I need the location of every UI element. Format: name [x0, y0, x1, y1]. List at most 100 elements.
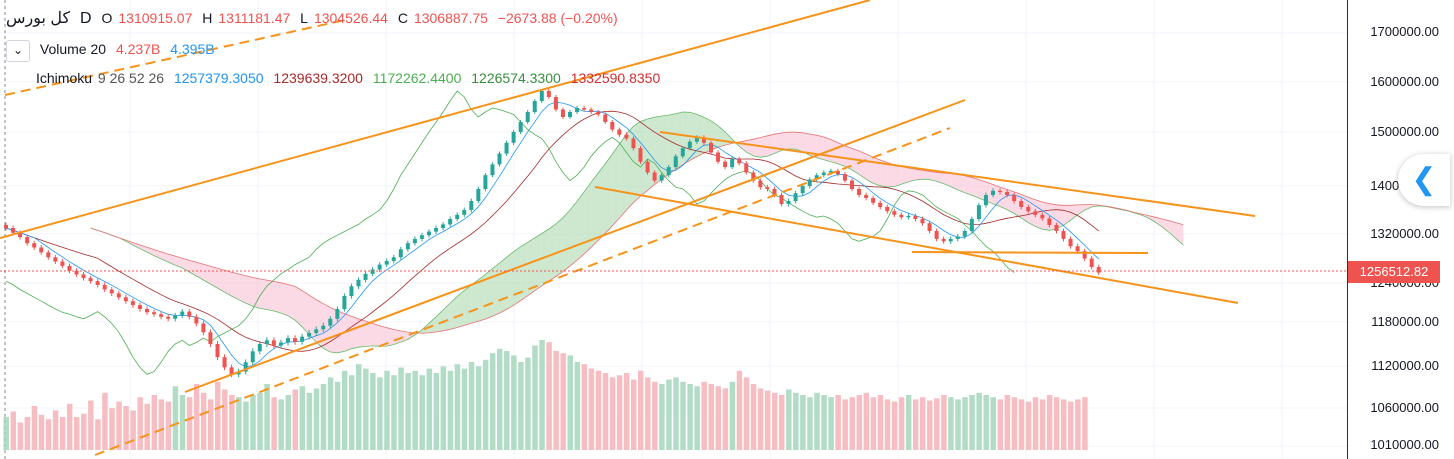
candle-body	[152, 312, 157, 315]
cloud-segment	[837, 142, 845, 167]
candle-body	[603, 114, 608, 122]
chikou-line	[5, 90, 1015, 375]
cloud-segment	[1077, 204, 1085, 215]
volume-bar	[680, 381, 686, 450]
cloud-segment	[443, 303, 451, 331]
cloud-segment	[252, 277, 260, 309]
cloud-segment	[302, 290, 310, 335]
candle-body	[687, 141, 692, 149]
candle-body	[476, 189, 481, 201]
volume-bar	[912, 399, 919, 450]
volume-bar	[708, 384, 714, 450]
trendline	[4, 19, 346, 96]
cloud-segment	[534, 233, 542, 291]
volume-label[interactable]: Volume 20	[39, 41, 107, 57]
volume-bar	[567, 355, 573, 450]
volume-bar	[222, 389, 228, 450]
volume-bar	[786, 389, 792, 450]
cloud-segment	[457, 290, 465, 328]
candle-body	[405, 243, 410, 250]
volume-bar	[581, 364, 588, 450]
volume-bar	[348, 375, 355, 450]
chevron-left-icon[interactable]: ❮	[1398, 154, 1450, 206]
cloud-segment	[429, 316, 437, 333]
price-chart[interactable]	[0, 0, 1347, 459]
candle-body	[589, 109, 594, 112]
volume-bar	[962, 397, 968, 450]
volume-bar	[405, 373, 411, 450]
chikou-value: 1172262.4400	[372, 70, 462, 86]
candle-body	[716, 152, 721, 162]
cloud-segment	[245, 275, 253, 307]
candle-body	[673, 156, 678, 168]
cloud-segment	[915, 169, 923, 181]
cloud-segment	[280, 282, 288, 316]
symbol-name[interactable]: کل بورس	[6, 10, 71, 27]
candle-body	[469, 201, 474, 210]
volume-bar	[927, 400, 933, 450]
candle-body	[617, 129, 622, 135]
volume-bar	[370, 373, 376, 450]
volume-bar	[771, 392, 778, 450]
cloud-segment	[562, 210, 570, 272]
volume-bar	[588, 368, 595, 450]
cloud-segment	[577, 191, 585, 261]
volume-bar	[398, 367, 404, 450]
volume-bar	[81, 413, 87, 450]
interval-label[interactable]: D	[80, 10, 92, 27]
cloud-segment	[957, 174, 965, 193]
candlesticks	[4, 89, 1101, 378]
cloud-segment	[1169, 220, 1177, 239]
cloud-segment	[929, 171, 937, 182]
candle-body	[328, 318, 333, 326]
volume-bar	[743, 377, 750, 450]
cloud-segment	[922, 170, 930, 180]
volume-bar	[1053, 397, 1060, 450]
cloud-segment	[1063, 205, 1071, 226]
cloud-segment	[132, 242, 140, 249]
candle-body	[441, 224, 446, 228]
trendlines	[0, 0, 1256, 456]
candle-body	[81, 274, 86, 279]
cloud-segment	[591, 172, 599, 248]
candle-body	[123, 297, 128, 302]
candle-body	[391, 257, 396, 261]
volume-bar	[45, 419, 52, 450]
candle-body	[568, 112, 572, 117]
volume-bar	[440, 366, 447, 450]
volume-bar	[694, 386, 700, 450]
kijun-value: 1239639.3200	[273, 70, 363, 86]
cloud-segment	[584, 182, 592, 255]
cloud-segment	[273, 281, 281, 314]
volume-bar	[257, 392, 263, 450]
volume-bar	[602, 373, 609, 450]
candle-body	[208, 332, 213, 344]
volume-bar	[595, 370, 602, 450]
candle-body	[194, 316, 199, 324]
candle-body	[511, 132, 516, 143]
candle-body	[701, 137, 706, 143]
ichimoku-label[interactable]: Ichimoku	[36, 70, 93, 86]
cloud-segment	[217, 268, 225, 293]
volume-bar	[384, 370, 390, 450]
volume-bar	[504, 351, 510, 450]
candle-body	[25, 237, 30, 244]
cloud-segment	[746, 139, 754, 156]
chevron-down-icon[interactable]: ⌄	[6, 40, 30, 62]
price-axis[interactable]: 1700000.00 1600000.00 1500000.00 1400000…	[1347, 0, 1454, 459]
cloud-segment	[513, 246, 521, 306]
volume-bar	[884, 399, 891, 450]
cloud-segment	[210, 266, 218, 289]
volume-bar	[511, 355, 517, 450]
volume-bar	[722, 388, 729, 450]
volume-bar	[363, 368, 369, 450]
cloud-segment	[880, 159, 888, 188]
cloud-segment	[852, 148, 860, 175]
volume-bar	[870, 397, 877, 450]
candle-body	[1096, 267, 1101, 273]
candle-body	[730, 159, 735, 168]
volume-bar	[1004, 395, 1011, 450]
candle-body	[1040, 214, 1045, 219]
candle-body	[991, 190, 995, 195]
volume-bar	[1025, 401, 1032, 450]
